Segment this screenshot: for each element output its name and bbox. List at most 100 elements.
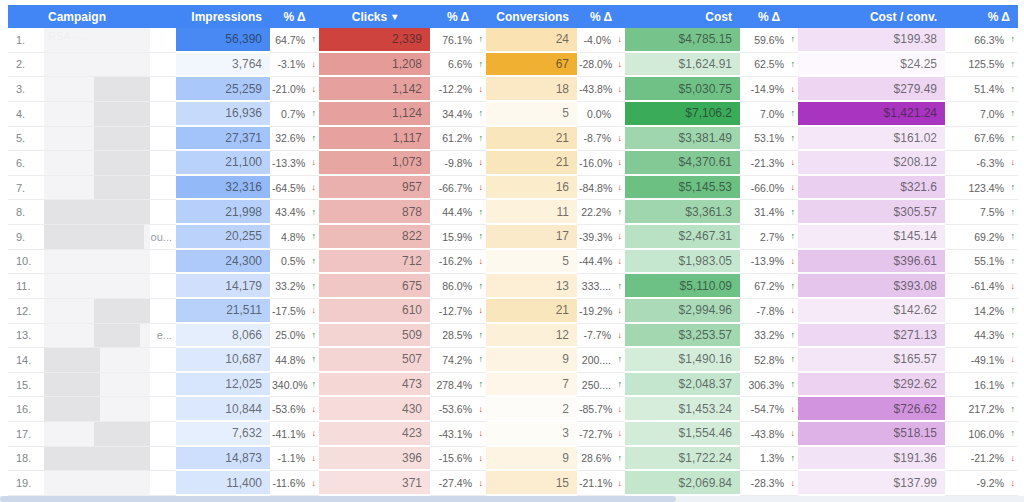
cell-conversions-delta[interactable]: -7.7%↓: [577, 324, 625, 349]
row-number[interactable]: 14.: [8, 348, 40, 373]
cell-clicks-delta[interactable]: 28.5%↑: [430, 324, 486, 349]
cell-clicks-delta[interactable]: 44.4%↑: [430, 200, 486, 225]
cell-impressions[interactable]: 3,764: [176, 53, 270, 78]
cell-cost-delta[interactable]: 62.5%↑: [740, 53, 798, 78]
cell-cost-per-conv-delta[interactable]: -49.1%↓: [945, 348, 1018, 373]
cell-cost-delta[interactable]: -21.3%↓: [740, 151, 798, 176]
cell-impressions[interactable]: 11,400: [176, 471, 270, 496]
cell-conversions-delta[interactable]: -4.0%↓: [577, 28, 625, 53]
cell-clicks-delta[interactable]: -15.6%↓: [430, 447, 486, 472]
cell-clicks-delta[interactable]: 278.4%↑: [430, 373, 486, 398]
cell-cost[interactable]: $1,490.16: [625, 348, 740, 373]
cell-campaign-redacted[interactable]: [40, 200, 176, 225]
cell-impressions[interactable]: 12,025: [176, 373, 270, 398]
row-number[interactable]: 9.: [8, 225, 40, 250]
cell-cost-delta[interactable]: 52.8%↑: [740, 348, 798, 373]
cell-cost-delta[interactable]: 306.3%↑: [740, 373, 798, 398]
cell-impressions-delta[interactable]: 43.4%↑: [270, 200, 319, 225]
cell-impressions[interactable]: 14,873: [176, 447, 270, 472]
cell-clicks[interactable]: 507: [319, 348, 430, 373]
cell-conversions[interactable]: 21: [486, 127, 577, 152]
cell-impressions[interactable]: 21,511: [176, 299, 270, 324]
cell-conversions[interactable]: 67: [486, 53, 577, 78]
cell-clicks[interactable]: 1,208: [319, 53, 430, 78]
cell-cost[interactable]: $7,106.2: [625, 102, 740, 127]
cell-cost-per-conv[interactable]: $165.57: [798, 348, 945, 373]
cell-impressions[interactable]: 56,390: [176, 28, 270, 53]
cell-conversions-delta[interactable]: 22.2%↑: [577, 200, 625, 225]
cell-clicks-delta[interactable]: 15.9%↑: [430, 225, 486, 250]
cell-impressions-delta[interactable]: 64.7%↑: [270, 28, 319, 53]
cell-cost[interactable]: $5,030.75: [625, 77, 740, 102]
cell-impressions-delta[interactable]: -53.6%↓: [270, 397, 319, 422]
cell-clicks-delta[interactable]: -9.8%↓: [430, 151, 486, 176]
row-number[interactable]: 2.: [8, 53, 40, 78]
cell-conversions-delta[interactable]: 200....↑: [577, 348, 625, 373]
cell-campaign-redacted[interactable]: [40, 274, 176, 299]
cell-cost[interactable]: $3,253.57: [625, 324, 740, 349]
cell-cost-delta[interactable]: -66.0%↓: [740, 176, 798, 201]
cell-cost-per-conv[interactable]: $208.12: [798, 151, 945, 176]
cell-impressions-delta[interactable]: -3.1%↓: [270, 53, 319, 78]
cell-impressions[interactable]: 32,316: [176, 176, 270, 201]
cell-impressions-delta[interactable]: 32.6%↑: [270, 127, 319, 152]
cell-cost-per-conv[interactable]: $726.62: [798, 397, 945, 422]
cell-cost[interactable]: $2,994.96: [625, 299, 740, 324]
cell-clicks-delta[interactable]: -12.2%↓: [430, 77, 486, 102]
row-number[interactable]: 13.: [8, 324, 40, 349]
row-number[interactable]: 11.: [8, 274, 40, 299]
cell-conversions-delta[interactable]: 250....↑: [577, 373, 625, 398]
cell-clicks[interactable]: 822: [319, 225, 430, 250]
cell-impressions[interactable]: 24,300: [176, 250, 270, 275]
cell-cost-per-conv[interactable]: $137.99: [798, 471, 945, 496]
cell-clicks-delta[interactable]: 6.6%↑: [430, 53, 486, 78]
cell-cost-per-conv[interactable]: $393.08: [798, 274, 945, 299]
col-header-clicks[interactable]: Clicks▾: [319, 5, 430, 28]
cell-cost-per-conv-delta[interactable]: 123.4%↑: [945, 176, 1018, 201]
cell-clicks-delta[interactable]: 61.2%↑: [430, 127, 486, 152]
cell-clicks-delta[interactable]: -43.1%↓: [430, 422, 486, 447]
cell-clicks-delta[interactable]: -12.7%↓: [430, 299, 486, 324]
cell-conversions[interactable]: 15: [486, 471, 577, 496]
row-number[interactable]: 6.: [8, 151, 40, 176]
cell-clicks-delta[interactable]: -53.6%↓: [430, 397, 486, 422]
row-number[interactable]: 8.: [8, 200, 40, 225]
cell-cost[interactable]: $3,361.3: [625, 200, 740, 225]
cell-impressions-delta[interactable]: 33.2%↑: [270, 274, 319, 299]
cell-conversions[interactable]: 13: [486, 274, 577, 299]
horizontal-scrollbar-thumb[interactable]: [0, 496, 676, 502]
col-header-clicks-delta[interactable]: % Δ: [430, 5, 486, 28]
cell-impressions-delta[interactable]: 44.8%↑: [270, 348, 319, 373]
cell-cost-per-conv-delta[interactable]: 51.4%↑: [945, 77, 1018, 102]
cell-impressions-delta[interactable]: -13.3%↓: [270, 151, 319, 176]
cell-clicks-delta[interactable]: -66.7%↓: [430, 176, 486, 201]
cell-cost-per-conv-delta[interactable]: 67.6%↑: [945, 127, 1018, 152]
cell-cost-per-conv-delta[interactable]: 69.2%↑: [945, 225, 1018, 250]
cell-conversions-delta[interactable]: -44.4%↓: [577, 250, 625, 275]
cell-impressions[interactable]: 7,632: [176, 422, 270, 447]
cell-campaign-redacted[interactable]: e...: [40, 324, 176, 349]
cell-campaign-redacted[interactable]: [40, 447, 176, 472]
cell-conversions[interactable]: 24: [486, 28, 577, 53]
cell-impressions[interactable]: 10,844: [176, 397, 270, 422]
cell-cost[interactable]: $1,453.24: [625, 397, 740, 422]
col-header-cost[interactable]: Cost: [625, 5, 740, 28]
cell-cost-per-conv-delta[interactable]: -61.4%↓: [945, 274, 1018, 299]
cell-campaign-redacted[interactable]: ou...: [40, 225, 176, 250]
cell-conversions-delta[interactable]: -43.8%↓: [577, 77, 625, 102]
cell-clicks[interactable]: 2,339: [319, 28, 430, 53]
cell-clicks[interactable]: 1,117: [319, 127, 430, 152]
cell-conversions[interactable]: 5: [486, 250, 577, 275]
cell-conversions[interactable]: 12: [486, 324, 577, 349]
col-header-impressions-delta[interactable]: % Δ: [270, 5, 319, 28]
col-header-campaign[interactable]: Campaign: [40, 5, 176, 28]
cell-impressions-delta[interactable]: -64.5%↓: [270, 176, 319, 201]
cell-cost-per-conv-delta[interactable]: 66.3%↑: [945, 28, 1018, 53]
cell-cost-per-conv-delta[interactable]: 55.1%↑: [945, 250, 1018, 275]
cell-conversions[interactable]: 3: [486, 422, 577, 447]
cell-cost-delta[interactable]: 31.4%↑: [740, 200, 798, 225]
row-number[interactable]: 3.: [8, 77, 40, 102]
cell-campaign-redacted[interactable]: [40, 176, 176, 201]
cell-impressions[interactable]: 10,687: [176, 348, 270, 373]
cell-conversions-delta[interactable]: -19.2%↓: [577, 299, 625, 324]
